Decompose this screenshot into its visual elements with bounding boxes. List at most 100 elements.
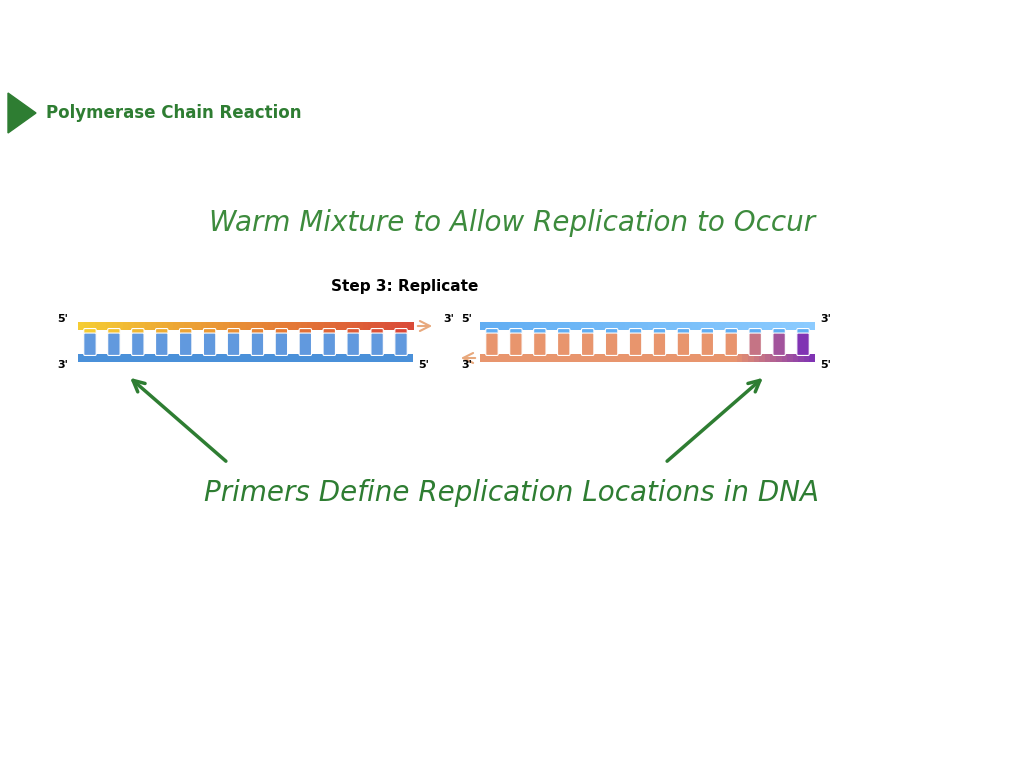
Bar xyxy=(731,323,737,329)
Bar xyxy=(586,323,592,329)
Bar xyxy=(324,323,330,329)
FancyBboxPatch shape xyxy=(84,329,96,351)
Bar xyxy=(631,354,637,362)
Bar xyxy=(100,323,106,329)
Bar xyxy=(492,323,498,329)
Bar xyxy=(781,354,787,362)
Bar xyxy=(631,323,637,329)
Bar xyxy=(787,354,794,362)
FancyBboxPatch shape xyxy=(605,333,617,356)
FancyBboxPatch shape xyxy=(251,333,263,356)
Bar xyxy=(401,323,408,329)
Bar xyxy=(285,323,291,329)
FancyBboxPatch shape xyxy=(204,333,216,356)
FancyBboxPatch shape xyxy=(749,329,762,351)
Bar xyxy=(330,323,335,329)
Bar xyxy=(257,323,263,329)
Bar xyxy=(620,323,626,329)
Bar xyxy=(374,323,380,329)
FancyBboxPatch shape xyxy=(630,333,642,356)
Bar xyxy=(703,323,710,329)
FancyBboxPatch shape xyxy=(485,333,498,356)
FancyBboxPatch shape xyxy=(510,329,522,351)
Bar xyxy=(184,323,190,329)
Bar xyxy=(279,323,285,329)
Bar xyxy=(564,354,569,362)
FancyBboxPatch shape xyxy=(653,333,666,356)
Bar xyxy=(731,354,737,362)
Bar xyxy=(581,323,587,329)
Bar xyxy=(385,323,391,329)
FancyBboxPatch shape xyxy=(797,329,809,351)
Bar xyxy=(608,323,614,329)
Bar xyxy=(754,354,760,362)
Bar xyxy=(765,354,771,362)
Bar xyxy=(670,354,676,362)
Text: Polymerase Chain Reaction: Polymerase Chain Reaction xyxy=(46,104,301,122)
FancyBboxPatch shape xyxy=(725,333,737,356)
Bar xyxy=(234,323,241,329)
Bar xyxy=(268,323,273,329)
FancyBboxPatch shape xyxy=(132,329,144,351)
Bar xyxy=(765,323,771,329)
FancyBboxPatch shape xyxy=(749,333,762,356)
Bar xyxy=(626,354,631,362)
Bar xyxy=(799,354,804,362)
FancyBboxPatch shape xyxy=(395,329,408,351)
Bar xyxy=(145,323,152,329)
Bar xyxy=(720,354,726,362)
Bar xyxy=(151,323,157,329)
Bar xyxy=(681,354,687,362)
Bar xyxy=(117,323,123,329)
FancyBboxPatch shape xyxy=(557,329,570,351)
Bar xyxy=(770,354,776,362)
FancyBboxPatch shape xyxy=(108,333,120,356)
Bar xyxy=(480,354,486,362)
Bar xyxy=(519,354,525,362)
Bar xyxy=(513,354,519,362)
Bar xyxy=(748,354,754,362)
Polygon shape xyxy=(8,93,36,133)
Text: 5': 5' xyxy=(820,360,830,370)
Bar xyxy=(536,323,542,329)
Bar xyxy=(497,354,503,362)
Text: 5': 5' xyxy=(57,314,68,324)
Bar xyxy=(692,354,698,362)
Bar xyxy=(715,354,721,362)
Text: Step 3: Replicate: Step 3: Replicate xyxy=(332,279,478,293)
Bar xyxy=(787,323,794,329)
FancyBboxPatch shape xyxy=(582,333,594,356)
FancyBboxPatch shape xyxy=(653,329,666,351)
Bar xyxy=(196,323,202,329)
Text: 5': 5' xyxy=(418,360,429,370)
FancyBboxPatch shape xyxy=(204,329,216,351)
FancyBboxPatch shape xyxy=(156,333,168,356)
Bar xyxy=(536,354,542,362)
FancyBboxPatch shape xyxy=(371,329,383,351)
FancyBboxPatch shape xyxy=(179,333,191,356)
Bar xyxy=(703,354,710,362)
Bar xyxy=(642,354,648,362)
Bar xyxy=(586,354,592,362)
Bar xyxy=(614,323,621,329)
FancyBboxPatch shape xyxy=(773,329,785,351)
FancyBboxPatch shape xyxy=(534,329,546,351)
Bar xyxy=(614,354,621,362)
FancyBboxPatch shape xyxy=(582,329,594,351)
Text: 3': 3' xyxy=(57,360,68,370)
FancyBboxPatch shape xyxy=(323,329,336,351)
FancyBboxPatch shape xyxy=(179,329,191,351)
Bar xyxy=(139,323,145,329)
Bar xyxy=(503,323,509,329)
Bar xyxy=(408,323,414,329)
Bar xyxy=(134,323,140,329)
Bar xyxy=(726,354,732,362)
Bar xyxy=(89,323,95,329)
Text: 5': 5' xyxy=(461,314,472,324)
Bar xyxy=(189,323,196,329)
Bar xyxy=(592,323,598,329)
Bar xyxy=(346,323,352,329)
Bar xyxy=(217,323,223,329)
Bar xyxy=(620,354,626,362)
FancyBboxPatch shape xyxy=(630,329,642,351)
